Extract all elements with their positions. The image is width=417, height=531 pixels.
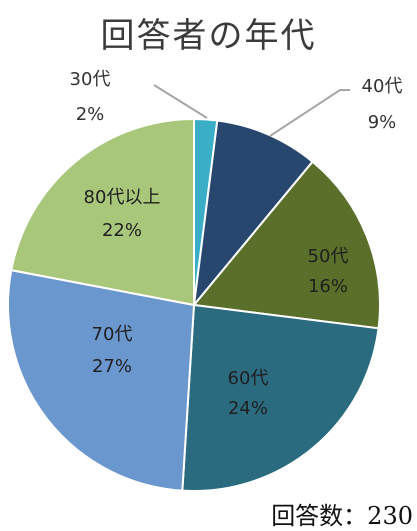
slice-label-4: 60代 bbox=[228, 368, 269, 389]
pie-slice-5 bbox=[7, 268, 196, 492]
slice-percent-4: 24% bbox=[228, 398, 268, 419]
pie-slice-3 bbox=[192, 160, 381, 330]
chart-title: 回答者の年代 bbox=[100, 16, 317, 56]
slice-percent-1: 2% bbox=[76, 104, 105, 125]
slice-percent-6: 22% bbox=[102, 220, 142, 241]
slice-label-3: 50代 bbox=[308, 246, 349, 267]
pie-slice-4 bbox=[181, 303, 380, 492]
slice-label-2: 40代 bbox=[362, 76, 403, 97]
pie-slice-2 bbox=[192, 119, 314, 309]
slice-percent-5: 27% bbox=[92, 356, 132, 377]
leader-line-1 bbox=[153, 84, 208, 119]
slice-label-1: 30代 bbox=[70, 69, 111, 90]
slice-label-5: 70代 bbox=[92, 324, 133, 345]
slice-percent-3: 16% bbox=[308, 276, 348, 297]
response-count-note: 回答数：230 bbox=[271, 502, 413, 530]
pie-slice-6 bbox=[10, 117, 195, 307]
slice-label-6: 80代以上 bbox=[84, 187, 161, 208]
slice-percent-2: 9% bbox=[368, 112, 397, 133]
leader-line-2 bbox=[269, 89, 350, 137]
